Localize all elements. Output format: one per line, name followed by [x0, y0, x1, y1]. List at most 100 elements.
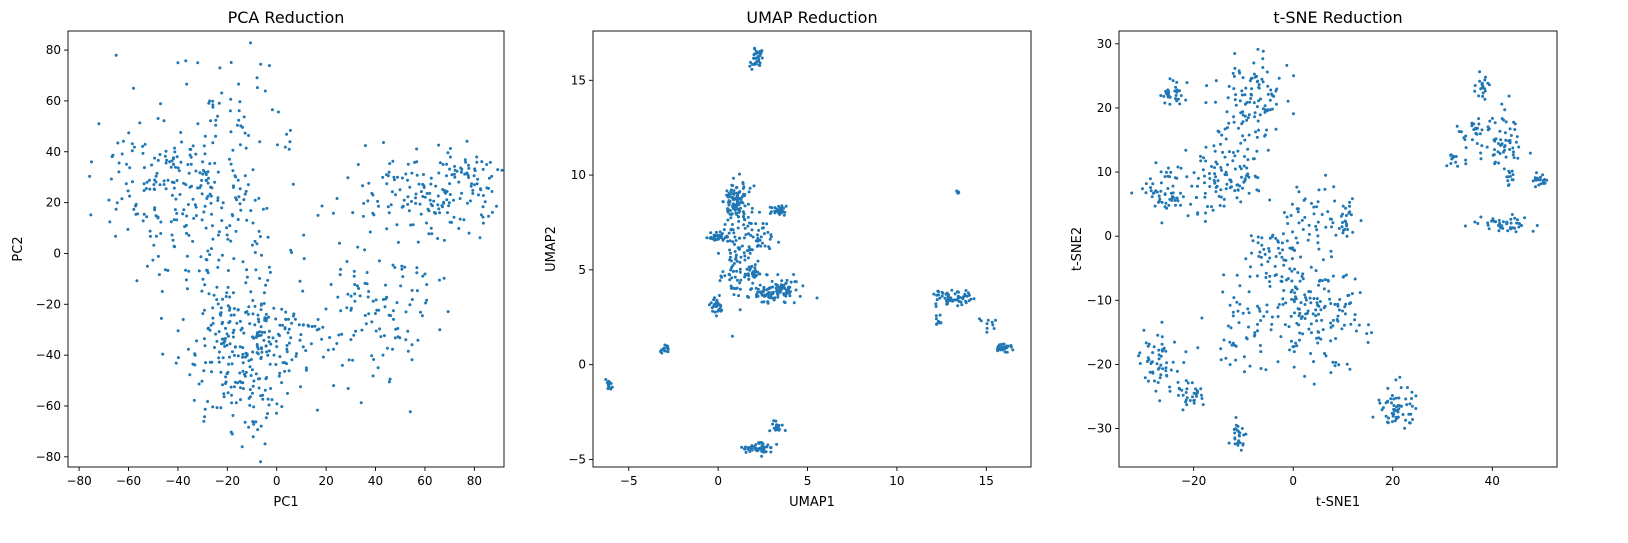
- scatter-point: [243, 174, 247, 178]
- scatter-point: [1213, 172, 1217, 176]
- scatter-point: [1254, 130, 1258, 134]
- scatter-point: [264, 344, 268, 348]
- scatter-point: [355, 284, 359, 288]
- scatter-point: [462, 218, 466, 222]
- scatter-point: [346, 292, 350, 296]
- scatter-point: [1486, 221, 1490, 225]
- scatter-point: [1234, 427, 1237, 431]
- scatter-point: [1219, 347, 1223, 351]
- scatter-point: [1309, 265, 1313, 269]
- scatter-point: [610, 385, 614, 389]
- scatter-point: [1343, 312, 1347, 316]
- scatter-point: [1243, 370, 1246, 374]
- scatter-point: [160, 290, 164, 293]
- scatter-point: [264, 416, 268, 420]
- scatter-point: [1324, 225, 1328, 229]
- pca-x-tick-label: 40: [368, 474, 383, 488]
- scatter-point: [934, 317, 938, 321]
- scatter-point: [215, 406, 219, 410]
- scatter-point: [392, 175, 396, 179]
- scatter-point: [382, 141, 385, 144]
- scatter-point: [352, 274, 356, 278]
- scatter-point: [235, 123, 239, 127]
- scatter-point: [155, 171, 159, 175]
- scatter-point: [1497, 161, 1501, 165]
- scatter-point: [721, 200, 725, 204]
- scatter-point: [479, 213, 483, 217]
- scatter-point: [475, 160, 479, 164]
- scatter-point: [393, 266, 397, 269]
- scatter-point: [436, 237, 440, 240]
- scatter-point: [260, 347, 263, 351]
- scatter-point: [230, 432, 234, 436]
- scatter-point: [737, 236, 741, 240]
- scatter-point: [723, 223, 727, 226]
- scatter-point: [732, 189, 736, 193]
- scatter-point: [1290, 257, 1294, 261]
- scatter-point: [1177, 393, 1180, 397]
- scatter-point: [713, 296, 716, 300]
- scatter-point: [718, 279, 722, 283]
- scatter-point: [256, 347, 260, 351]
- scatter-point: [1366, 341, 1370, 344]
- scatter-point: [230, 350, 234, 354]
- scatter-point: [385, 295, 389, 299]
- scatter-point: [780, 211, 784, 215]
- scatter-point: [266, 397, 270, 401]
- scatter-point: [1392, 397, 1396, 401]
- scatter-point: [735, 191, 739, 195]
- scatter-point: [203, 134, 207, 138]
- scatter-point: [490, 210, 494, 214]
- scatter-point: [1196, 211, 1200, 215]
- scatter-point: [120, 152, 124, 156]
- scatter-point: [266, 412, 269, 416]
- scatter-point: [186, 163, 190, 166]
- scatter-point: [1386, 386, 1390, 390]
- scatter-point: [237, 118, 241, 122]
- scatter-point: [473, 183, 477, 187]
- scatter-point: [289, 248, 293, 252]
- scatter-point: [1175, 196, 1179, 200]
- scatter-point: [1151, 370, 1155, 374]
- scatter-point: [220, 322, 224, 326]
- scatter-point: [743, 273, 747, 277]
- scatter-point: [1238, 165, 1242, 168]
- scatter-point: [1253, 331, 1257, 335]
- scatter-point: [1285, 239, 1289, 243]
- scatter-point: [1408, 402, 1412, 406]
- scatter-point: [332, 347, 335, 351]
- scatter-point: [236, 308, 240, 312]
- scatter-point: [226, 269, 230, 272]
- scatter-point: [774, 286, 778, 290]
- scatter-point: [766, 230, 770, 234]
- scatter-point: [228, 295, 232, 299]
- scatter-point: [1246, 158, 1250, 162]
- scatter-point: [1307, 223, 1311, 227]
- scatter-point: [203, 407, 207, 411]
- scatter-point: [339, 267, 343, 271]
- scatter-point: [206, 170, 210, 174]
- scatter-point: [1479, 157, 1483, 161]
- scatter-point: [794, 280, 798, 284]
- scatter-point: [935, 293, 939, 297]
- scatter-point: [89, 213, 93, 217]
- scatter-point: [1232, 74, 1236, 78]
- scatter-point: [1310, 331, 1313, 335]
- scatter-point: [142, 166, 146, 170]
- scatter-point: [295, 352, 298, 356]
- scatter-point: [172, 162, 176, 166]
- scatter-point: [1246, 173, 1249, 177]
- scatter-point: [1309, 301, 1313, 305]
- scatter-point: [250, 243, 254, 247]
- scatter-point: [193, 363, 197, 367]
- scatter-point: [1323, 278, 1327, 282]
- scatter-point: [1233, 98, 1237, 102]
- scatter-point: [1204, 159, 1208, 163]
- scatter-point: [230, 213, 234, 216]
- scatter-point: [214, 332, 218, 336]
- scatter-point: [1407, 412, 1411, 416]
- scatter-point: [153, 156, 157, 160]
- scatter-point: [1233, 154, 1237, 158]
- scatter-point: [287, 147, 291, 151]
- scatter-point: [278, 323, 282, 327]
